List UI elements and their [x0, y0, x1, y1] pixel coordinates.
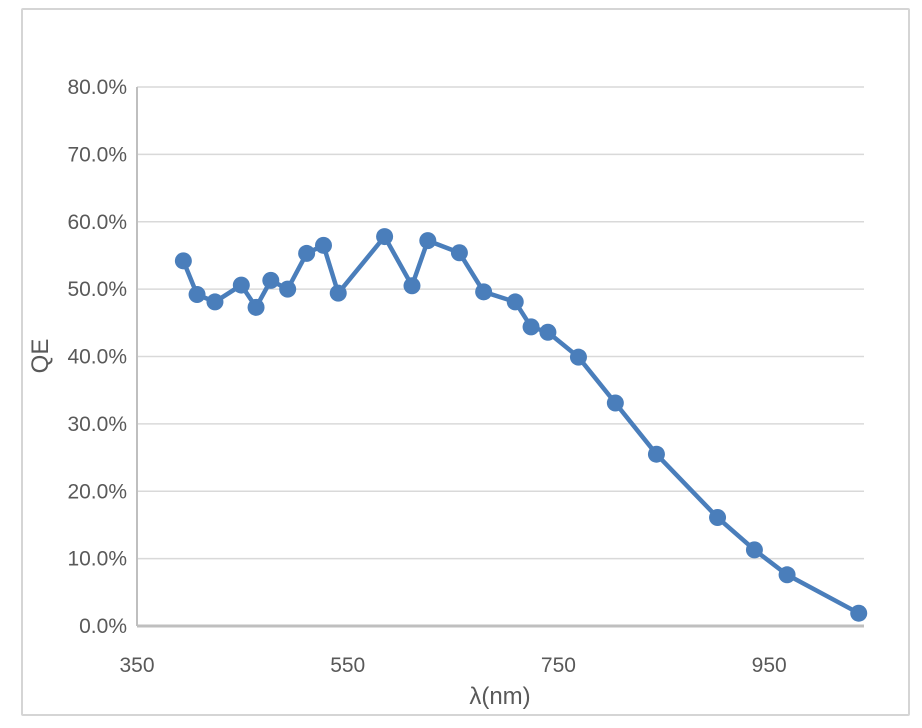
data-point [403, 277, 421, 295]
data-point [206, 293, 224, 311]
y-tick-label: 30.0% [67, 413, 127, 436]
qe-series [174, 228, 868, 622]
gridlines [137, 86, 864, 560]
data-point [174, 252, 192, 270]
data-point [522, 318, 540, 336]
data-point [709, 509, 727, 527]
data-point [475, 283, 493, 301]
data-point [647, 445, 665, 463]
y-tick-label: 50.0% [67, 278, 127, 301]
data-point [329, 284, 347, 302]
y-tick-label: 70.0% [67, 143, 127, 166]
data-point [247, 298, 265, 316]
y-tick-label: 0.0% [79, 615, 127, 638]
data-point [262, 271, 280, 289]
y-tick-label: 60.0% [67, 211, 127, 234]
data-point [376, 228, 394, 246]
y-axis-title: QE [27, 339, 54, 374]
x-tick-label: 350 [119, 654, 154, 677]
x-tick-label: 550 [330, 654, 365, 677]
data-point [569, 348, 587, 366]
x-tick-label: 950 [752, 654, 787, 677]
axes [136, 87, 864, 628]
data-point [506, 293, 524, 311]
y-tick-label: 80.0% [67, 76, 127, 99]
y-tick-label: 20.0% [67, 480, 127, 503]
data-point [419, 232, 437, 250]
x-axis-tick-labels: 350 550 750 950 [119, 654, 786, 677]
data-point [745, 541, 763, 559]
chart-frame[interactable] [21, 8, 910, 716]
data-point [778, 566, 796, 584]
data-point [850, 604, 868, 622]
data-point [539, 323, 557, 341]
y-tick-label: 10.0% [67, 548, 127, 571]
data-point [450, 244, 468, 262]
data-point [298, 244, 316, 262]
y-tick-label: 40.0% [67, 346, 127, 369]
y-axis-tick-labels: 0.0% 10.0% 20.0% 30.0% 40.0% 50.0% 60.0% 70.0% 8… [67, 76, 127, 638]
data-point [279, 280, 297, 298]
data-point [314, 236, 332, 254]
data-point [232, 276, 250, 294]
x-tick-label: 750 [541, 654, 576, 677]
data-point [606, 394, 624, 412]
data-point [188, 286, 206, 304]
x-axis-title: λ(nm) [469, 683, 530, 710]
